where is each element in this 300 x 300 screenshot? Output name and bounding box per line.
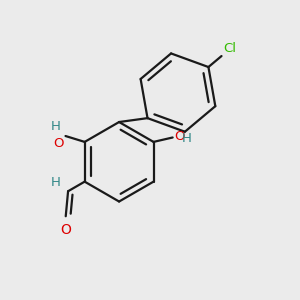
Text: Cl: Cl — [223, 42, 236, 55]
Text: H: H — [182, 132, 192, 145]
Text: H: H — [51, 120, 61, 134]
Text: O: O — [174, 130, 184, 142]
Text: O: O — [53, 137, 64, 150]
Text: O: O — [60, 223, 71, 237]
Text: H: H — [51, 176, 61, 189]
